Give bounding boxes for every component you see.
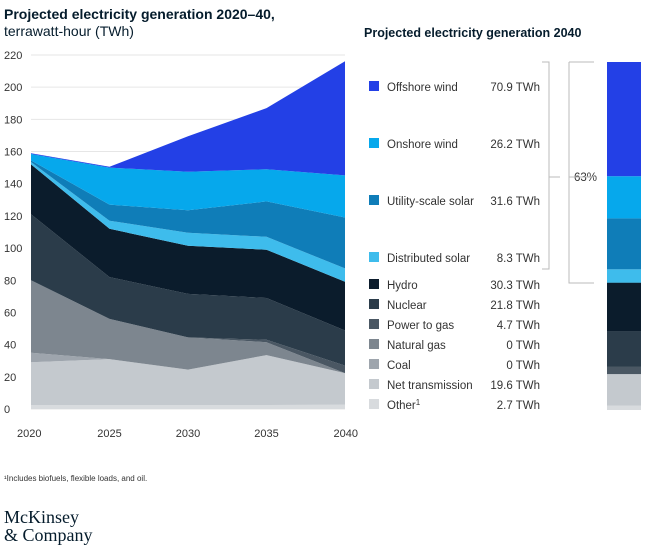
legend-label: Distributed solar bbox=[387, 253, 470, 265]
area-utility-scale-solar bbox=[31, 160, 345, 269]
y-tick-label: 100 bbox=[4, 243, 22, 255]
x-tick-label: 2040 bbox=[334, 428, 358, 440]
legend-swatch bbox=[369, 319, 379, 329]
bar-segment-offshore-wind bbox=[607, 62, 641, 177]
bar-segment-nuclear bbox=[607, 331, 641, 367]
y-tick-label: 140 bbox=[4, 179, 22, 191]
y-tick-label: 200 bbox=[4, 82, 22, 94]
y-tick-label: 180 bbox=[4, 114, 22, 126]
y-tick-label: 120 bbox=[4, 211, 22, 223]
legend-value: 31.6 TWh bbox=[490, 196, 540, 208]
legend-value: 26.2 TWh bbox=[490, 139, 540, 151]
bracket-right bbox=[568, 61, 594, 284]
logo-line-1: McKinsey bbox=[4, 507, 79, 527]
bar-segment-onshore-wind bbox=[607, 176, 641, 219]
bar-segment-hydro bbox=[607, 282, 641, 332]
legend-value: 2.7 TWh bbox=[497, 400, 540, 412]
footnote: ¹Includes biofuels, flexible loads, and … bbox=[4, 474, 148, 483]
legend-label: Offshore wind bbox=[387, 82, 458, 94]
area-onshore-wind bbox=[31, 154, 345, 218]
legend-swatch bbox=[369, 359, 379, 369]
legend-value: 4.7 TWh bbox=[497, 320, 540, 332]
bar-segment-utility-scale-solar bbox=[607, 218, 641, 270]
area-net-transmission bbox=[31, 355, 345, 405]
x-tick-label: 2020 bbox=[17, 428, 41, 440]
legend-swatch bbox=[369, 279, 379, 289]
legend-swatch bbox=[369, 379, 379, 389]
legend-swatch bbox=[369, 81, 379, 91]
legend-value: 0 TWh bbox=[506, 340, 540, 352]
legend-label: Hydro bbox=[387, 280, 418, 292]
bar-segment-distributed-solar bbox=[607, 269, 641, 283]
chart-title: Projected electricity generation 2020–40… bbox=[4, 6, 275, 22]
y-tick-label: 160 bbox=[4, 147, 22, 159]
legend-label: Other1 bbox=[387, 398, 421, 413]
x-tick-label: 2025 bbox=[97, 428, 121, 440]
legend-swatch bbox=[369, 252, 379, 262]
breakdown-title: Projected electricity generation 2040 bbox=[364, 26, 582, 40]
bar-segment-other bbox=[607, 405, 641, 410]
legend-swatch bbox=[369, 339, 379, 349]
area-offshore-wind bbox=[31, 61, 345, 176]
legend-value: 8.3 TWh bbox=[497, 253, 540, 265]
area-hydro bbox=[31, 164, 345, 331]
legend-swatch bbox=[369, 138, 379, 148]
legend-label: Utility-scale solar bbox=[387, 196, 474, 208]
x-tick-label: 2030 bbox=[176, 428, 200, 440]
logo-line-2: & Company bbox=[4, 525, 93, 545]
legend-label: Onshore wind bbox=[387, 139, 458, 151]
legend-value: 70.9 TWh bbox=[490, 82, 540, 94]
x-tick-label: 2035 bbox=[254, 428, 278, 440]
legend-label: Coal bbox=[387, 360, 411, 372]
area-nuclear bbox=[31, 214, 345, 366]
y-tick-label: 80 bbox=[4, 275, 16, 287]
legend-swatch bbox=[369, 399, 379, 409]
bar-segment-net-transmission bbox=[607, 374, 641, 406]
area-other bbox=[31, 404, 345, 409]
legend-label: Net transmission bbox=[387, 380, 473, 392]
bracket-left bbox=[542, 61, 550, 270]
chart-subtitle: terrawatt-hour (TWh) bbox=[4, 23, 134, 39]
y-tick-label: 20 bbox=[4, 372, 16, 384]
legend-value: 30.3 TWh bbox=[490, 280, 540, 292]
legend-label: Nuclear bbox=[387, 300, 427, 312]
y-tick-label: 0 bbox=[4, 404, 10, 416]
legend-swatch bbox=[369, 299, 379, 309]
renewables-share-label: 63% bbox=[574, 172, 597, 184]
bar-segment-power-to-gas bbox=[607, 366, 641, 375]
legend-label: Natural gas bbox=[387, 340, 446, 352]
y-tick-label: 40 bbox=[4, 340, 16, 352]
area-natural-gas bbox=[31, 280, 345, 374]
y-tick-label: 60 bbox=[4, 307, 16, 319]
legend-value: 21.8 TWh bbox=[490, 300, 540, 312]
legend-swatch bbox=[369, 195, 379, 205]
legend-value: 0 TWh bbox=[506, 360, 540, 372]
mckinsey-logo: McKinsey & Company bbox=[4, 508, 93, 544]
y-tick-label: 220 bbox=[4, 50, 22, 62]
legend-value: 19.6 TWh bbox=[490, 380, 540, 392]
legend-label: Power to gas bbox=[387, 320, 454, 332]
